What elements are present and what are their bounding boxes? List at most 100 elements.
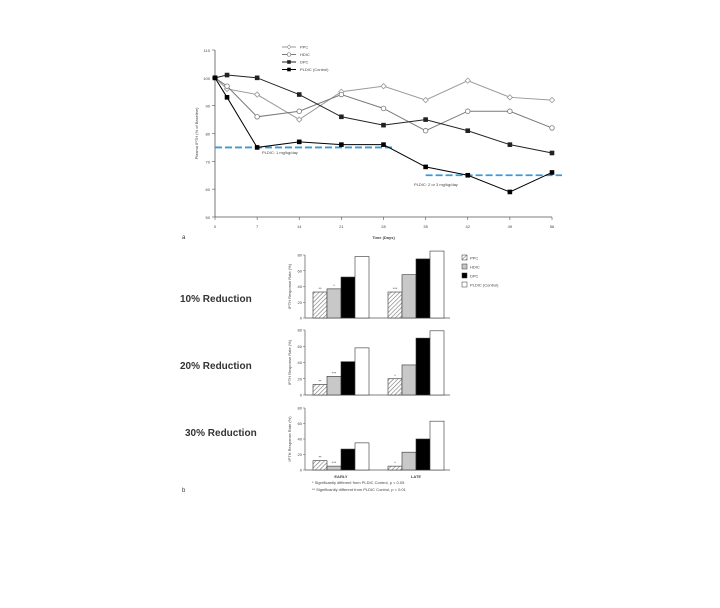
x-tick-label: 21	[339, 224, 344, 229]
y-tick-label: 60	[298, 421, 303, 426]
data-point	[253, 91, 261, 98]
data-point	[465, 172, 471, 178]
y-tick-label: 20	[298, 452, 303, 457]
data-point	[339, 114, 344, 120]
significance-label: ***	[332, 370, 337, 375]
legend-marker	[287, 67, 291, 72]
bar	[429, 330, 445, 396]
y-tick-label: 80	[206, 132, 211, 137]
data-point	[549, 170, 555, 175]
data-point	[465, 108, 471, 114]
significance-label: *	[394, 460, 396, 465]
row-label-20: 20% Reduction	[180, 361, 252, 372]
legend-label: PPC	[300, 45, 308, 50]
bar	[415, 438, 431, 471]
legend-label: HDIC	[470, 265, 480, 270]
data-point	[224, 83, 230, 89]
data-point	[296, 139, 302, 145]
data-point	[224, 72, 230, 78]
legend-swatch	[461, 254, 468, 261]
y-tick-label: 80	[298, 406, 303, 411]
y-tick-label: 60	[298, 344, 303, 349]
data-point	[507, 142, 513, 147]
significance-label: ***	[393, 286, 398, 291]
y-tick-label: 90	[206, 104, 211, 109]
x-tick-label: 7	[256, 224, 259, 229]
x-tick-label: EARLY	[334, 474, 348, 479]
data-point	[423, 164, 428, 170]
x-axis-label: Time (Days)	[372, 235, 395, 240]
bar	[312, 291, 328, 319]
legend-label: DPC	[470, 274, 479, 279]
data-point	[254, 114, 260, 120]
y-tick-label: 80	[298, 328, 303, 333]
bar	[401, 451, 417, 471]
data-point	[296, 92, 302, 97]
footnote-2: ** Significantly different from PLDIC Co…	[312, 487, 407, 492]
bar	[429, 420, 445, 471]
data-point	[380, 83, 387, 90]
x-tick-label: 0	[214, 224, 217, 229]
legend-swatch	[461, 272, 468, 279]
bar	[354, 442, 370, 471]
data-point	[254, 75, 260, 81]
y-tick-label: 20	[298, 300, 303, 305]
y-tick-label: 80	[298, 253, 303, 258]
figure-labels: a b PLDIC: 1 mg/kg/day PLDIC: 2 or 3 mg/…	[180, 150, 458, 494]
threshold-label-2: PLDIC: 2 or 3 mg/kg/day	[414, 182, 458, 187]
bar	[326, 288, 342, 319]
y-tick-label: 40	[298, 437, 303, 442]
bar	[312, 460, 328, 471]
y-axis-label: IPTH Response Rate (%)	[287, 339, 292, 385]
bar	[326, 465, 342, 471]
bar	[326, 376, 342, 396]
legend-label: HDIC	[300, 52, 310, 57]
y-tick-label: 0	[300, 468, 303, 473]
panel-a-letter: a	[182, 235, 186, 241]
bar	[429, 250, 445, 319]
bar	[340, 276, 356, 319]
legend-label: PLDIC (Control)	[300, 67, 329, 72]
bar	[354, 256, 370, 319]
y-tick-label: 60	[206, 187, 211, 192]
data-point	[549, 150, 555, 156]
data-point	[507, 189, 513, 195]
data-point	[212, 75, 218, 81]
series-line-1	[214, 77, 553, 121]
y-axis-label: IPTH Response Rate (%)	[287, 416, 292, 462]
data-point	[224, 95, 230, 100]
footnote-1: * Significantly different from PLDIC Con…	[312, 480, 405, 485]
y-axis-label: Plasma IPTH (% of Baseline)	[194, 107, 199, 159]
bar	[354, 347, 370, 396]
y-tick-label: 0	[300, 393, 303, 398]
significance-label: **	[318, 455, 322, 460]
panel-b-letter: b	[182, 488, 186, 494]
data-point	[464, 77, 471, 84]
x-tick-label: 56	[550, 224, 555, 229]
data-point	[339, 142, 344, 147]
significance-label: ***	[332, 460, 337, 465]
threshold-label-1: PLDIC: 1 mg/kg/day	[262, 150, 298, 155]
data-point	[380, 105, 387, 112]
y-tick-label: 20	[298, 376, 303, 381]
data-point	[507, 108, 513, 114]
y-tick-label: 110	[204, 48, 211, 53]
line-chart: 50 60 70 80 90 100 110 0 7 14 21 28 35 42 49 56 Time (Da…	[194, 44, 562, 240]
y-tick-label: 70	[206, 159, 211, 164]
data-point	[338, 91, 345, 98]
significance-label: *	[394, 373, 396, 378]
data-point	[422, 96, 429, 104]
significance-label: **	[318, 378, 322, 383]
x-tick-label: 35	[423, 224, 428, 229]
bar	[387, 465, 403, 471]
data-point	[254, 145, 260, 150]
data-point	[548, 96, 556, 104]
y-tick-label: 40	[298, 284, 303, 289]
significance-label: *	[333, 283, 335, 288]
legend-label: PPC	[470, 256, 478, 261]
bar	[312, 384, 328, 396]
